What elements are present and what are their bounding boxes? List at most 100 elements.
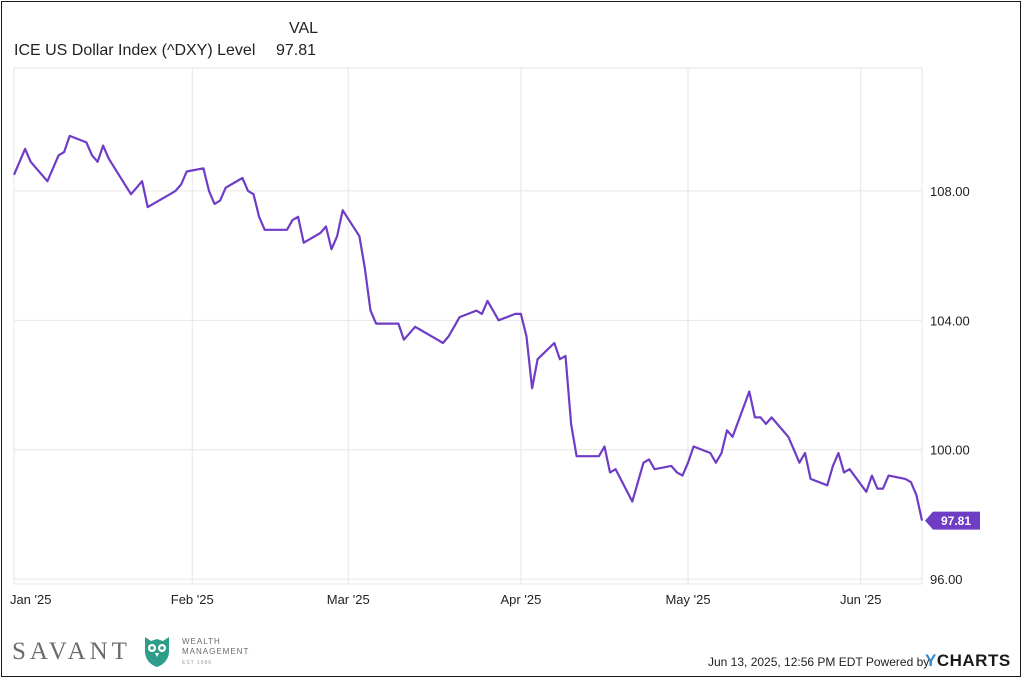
data-point bbox=[914, 493, 918, 497]
data-point bbox=[714, 461, 718, 465]
data-point bbox=[875, 487, 879, 491]
data-point bbox=[207, 189, 211, 193]
data-point bbox=[357, 234, 361, 238]
data-point bbox=[480, 312, 484, 316]
data-point bbox=[374, 322, 378, 326]
data-point bbox=[441, 341, 445, 345]
data-point bbox=[647, 457, 651, 461]
data-point bbox=[96, 160, 100, 164]
data-point bbox=[224, 186, 228, 190]
data-point bbox=[291, 218, 295, 222]
data-point bbox=[525, 335, 529, 339]
data-point bbox=[513, 312, 517, 316]
x-tick-label: Feb '25 bbox=[171, 592, 214, 607]
data-point bbox=[686, 461, 690, 465]
data-point bbox=[831, 464, 835, 468]
data-point bbox=[575, 454, 579, 458]
x-tick-label: Apr '25 bbox=[501, 592, 542, 607]
data-point bbox=[786, 435, 790, 439]
x-tick-label: Jun '25 bbox=[840, 592, 882, 607]
data-point bbox=[486, 299, 490, 303]
data-point bbox=[809, 477, 813, 481]
data-point bbox=[909, 480, 913, 484]
data-point bbox=[146, 205, 150, 209]
data-point bbox=[692, 445, 696, 449]
data-point bbox=[296, 215, 300, 219]
data-point bbox=[23, 147, 27, 151]
data-point bbox=[213, 202, 217, 206]
data-point bbox=[603, 445, 607, 449]
x-tick-label: Mar '25 bbox=[327, 592, 370, 607]
data-point bbox=[257, 215, 261, 219]
data-point bbox=[803, 451, 807, 455]
data-point bbox=[90, 153, 94, 157]
data-point bbox=[330, 247, 334, 251]
data-point bbox=[458, 315, 462, 319]
data-point bbox=[842, 470, 846, 474]
data-point bbox=[12, 173, 16, 177]
legend-series-name[interactable]: ICE US Dollar Index (^DXY) Level bbox=[14, 42, 256, 59]
data-point bbox=[764, 422, 768, 426]
y-tick-label: 96.00 bbox=[930, 572, 963, 587]
series-layer bbox=[12, 134, 924, 521]
brand-name: SAVANT bbox=[12, 638, 131, 665]
data-point bbox=[564, 354, 568, 358]
data-point bbox=[168, 192, 172, 196]
data-point bbox=[452, 325, 456, 329]
y-tick-label: 100.00 bbox=[930, 443, 970, 458]
brand-est: EST 1986 bbox=[182, 660, 213, 666]
data-point bbox=[642, 461, 646, 465]
data-point bbox=[725, 428, 729, 432]
data-point bbox=[675, 470, 679, 474]
ycharts-logo[interactable]: YCHARTS bbox=[925, 651, 1011, 671]
data-point bbox=[491, 309, 495, 313]
data-point bbox=[324, 225, 328, 229]
data-point bbox=[630, 500, 634, 504]
data-point bbox=[903, 477, 907, 481]
data-point bbox=[201, 166, 205, 170]
data-point bbox=[591, 454, 595, 458]
data-point bbox=[792, 448, 796, 452]
data-point bbox=[597, 454, 601, 458]
data-point bbox=[519, 312, 523, 316]
data-point bbox=[302, 241, 306, 245]
data-point bbox=[747, 390, 751, 394]
y-tick-label: 104.00 bbox=[930, 313, 970, 328]
data-point bbox=[653, 467, 657, 471]
owl-icon bbox=[145, 637, 169, 667]
y-axis-ticks: 108.00 104.00 100.00 96.00 bbox=[930, 184, 970, 587]
data-point bbox=[84, 140, 88, 144]
data-point bbox=[497, 318, 501, 322]
ycharts-text: CHARTS bbox=[936, 651, 1011, 670]
data-point bbox=[413, 325, 417, 329]
data-point bbox=[447, 335, 451, 339]
data-point bbox=[185, 170, 189, 174]
data-point bbox=[285, 228, 289, 232]
data-point bbox=[708, 451, 712, 455]
data-point bbox=[608, 470, 612, 474]
data-point bbox=[569, 422, 573, 426]
brand-management: MANAGEMENT bbox=[182, 647, 250, 656]
data-point bbox=[848, 467, 852, 471]
data-point bbox=[135, 186, 139, 190]
data-point bbox=[770, 415, 774, 419]
data-point bbox=[101, 144, 105, 148]
data-point bbox=[552, 341, 556, 345]
y-tick-label: 108.00 bbox=[930, 184, 970, 199]
last-value-layer: 97.81 bbox=[925, 511, 980, 530]
data-point bbox=[57, 153, 61, 157]
footer-timestamp: Jun 13, 2025, 12:56 PM EDT Powered by bbox=[708, 655, 930, 669]
data-point bbox=[174, 189, 178, 193]
grid-lines bbox=[13, 67, 923, 585]
data-points bbox=[12, 134, 924, 523]
data-point bbox=[402, 338, 406, 342]
data-point bbox=[825, 483, 829, 487]
data-point bbox=[558, 357, 562, 361]
data-point bbox=[335, 234, 339, 238]
data-point bbox=[435, 338, 439, 342]
data-point bbox=[669, 464, 673, 468]
data-point bbox=[240, 176, 244, 180]
data-point bbox=[870, 474, 874, 478]
